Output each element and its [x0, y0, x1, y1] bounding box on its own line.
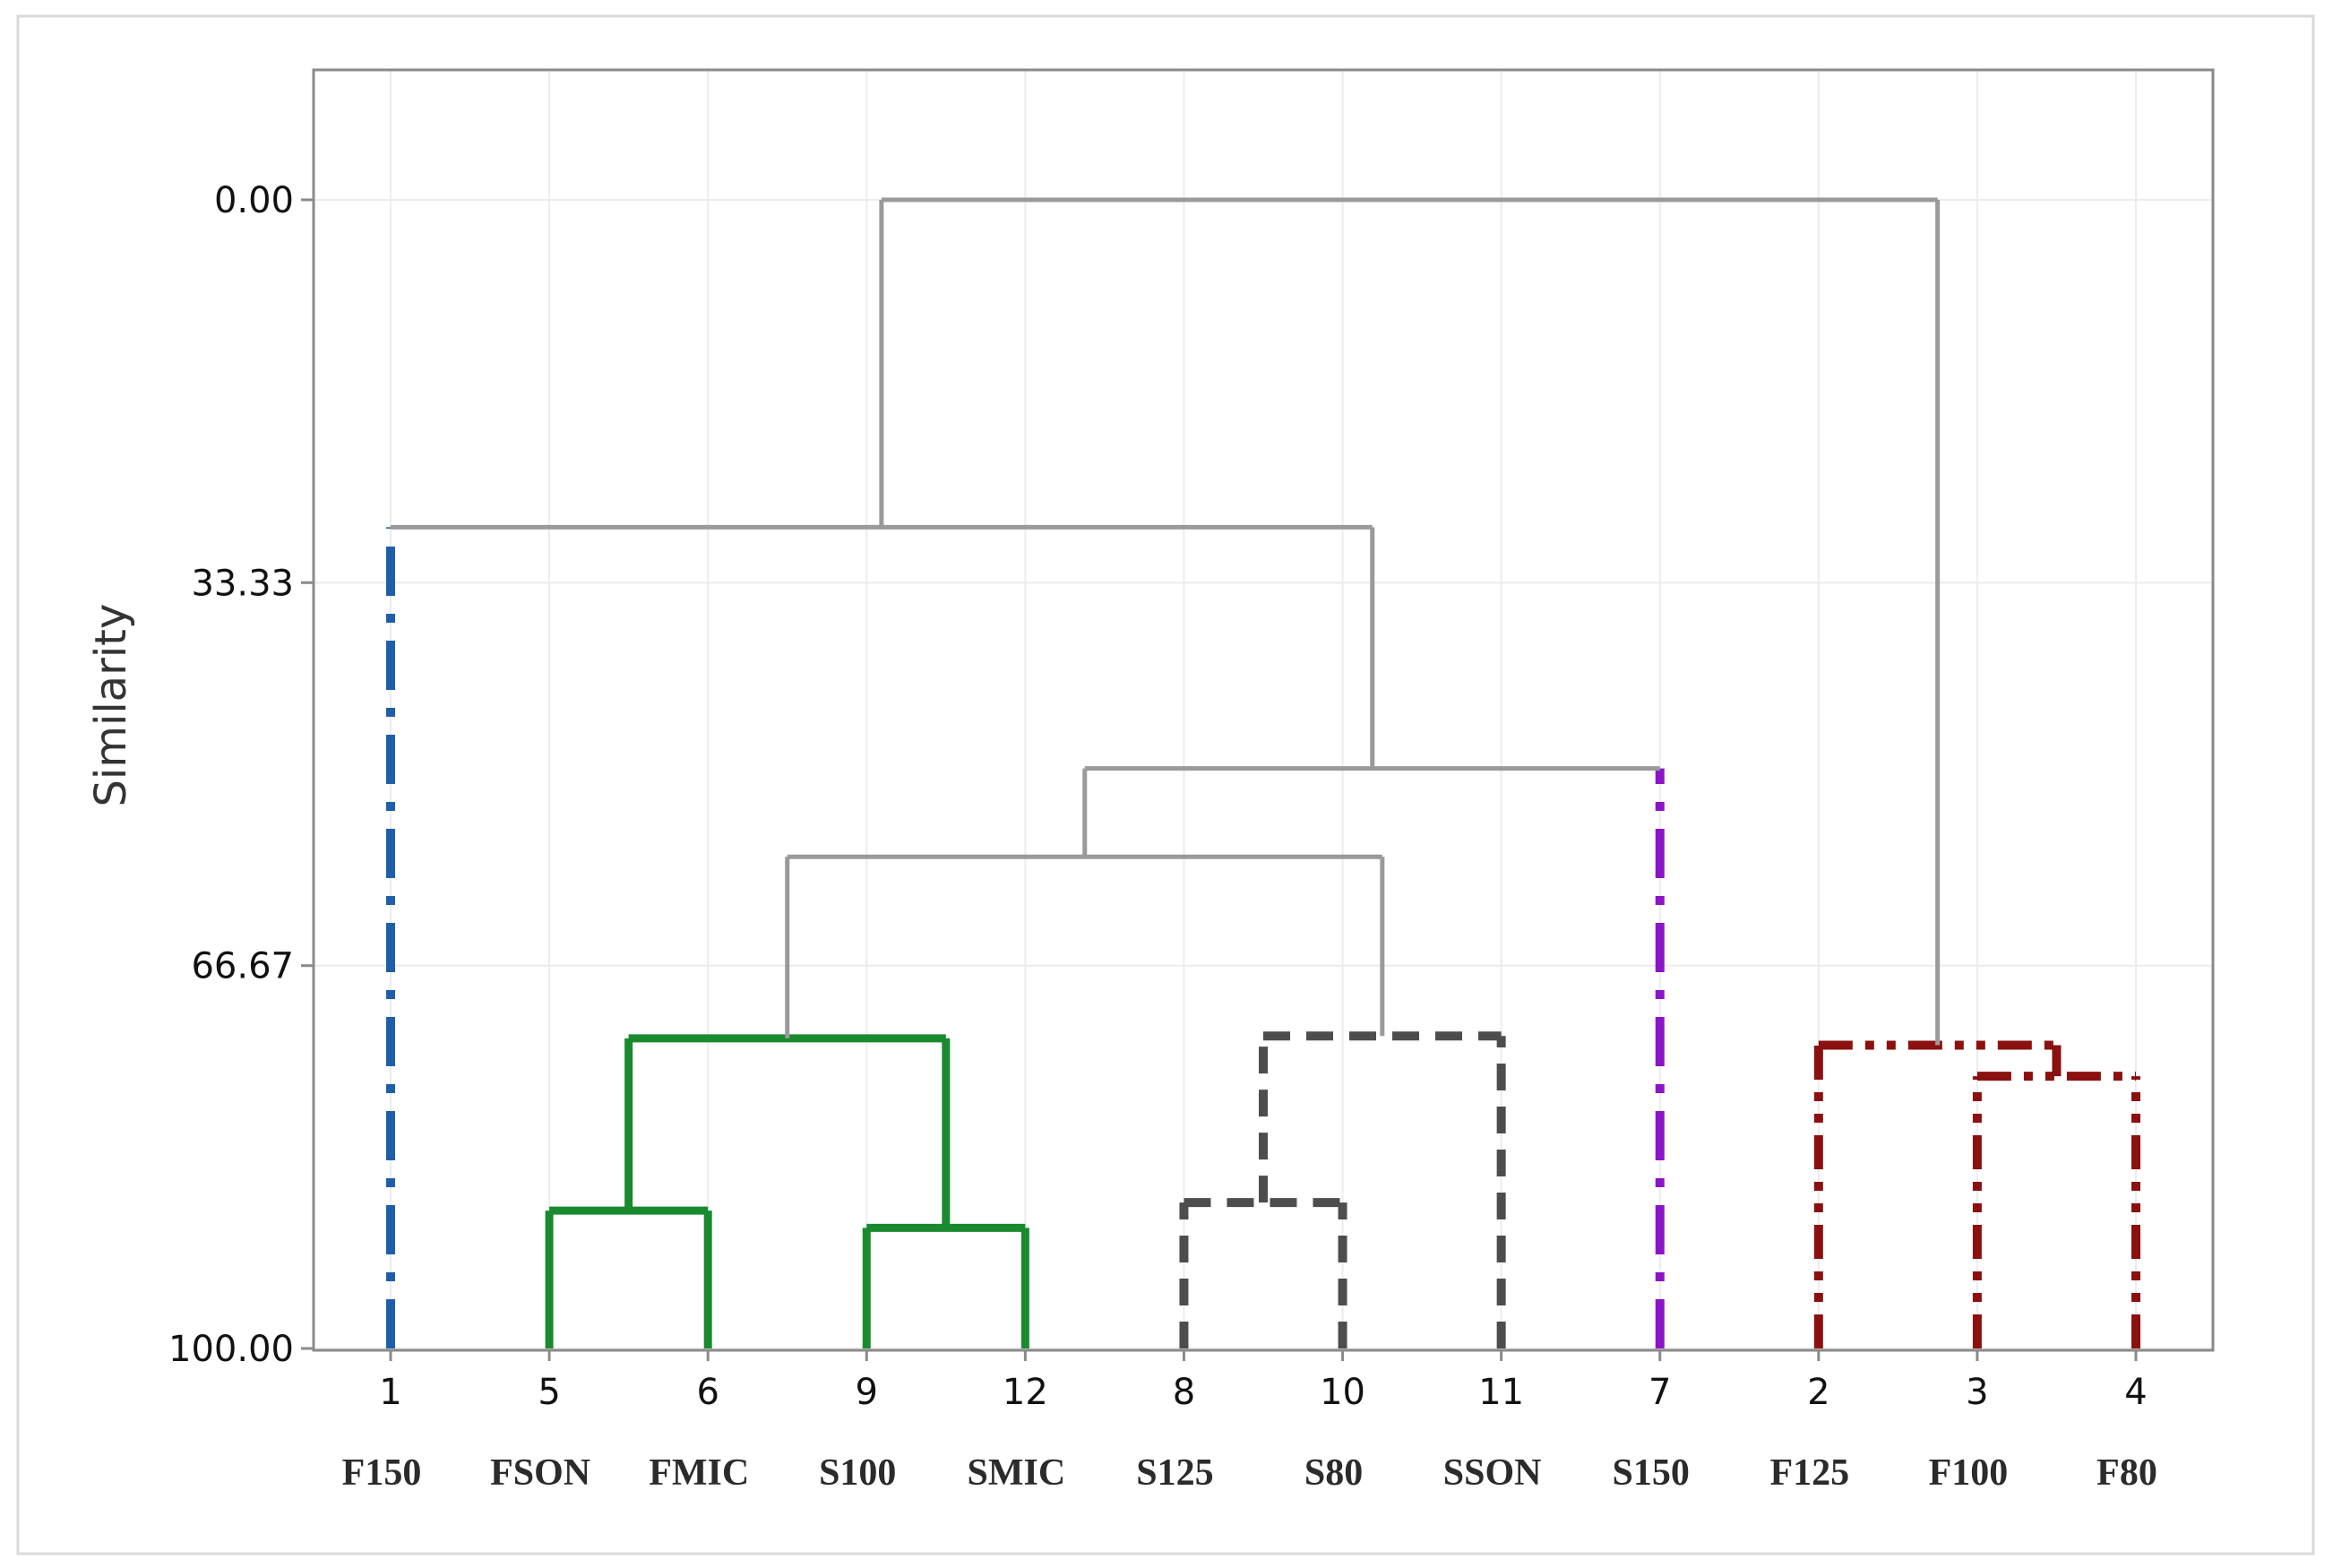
leaf-name-label: S100 — [819, 1452, 896, 1494]
leaf-name-label: F125 — [1769, 1452, 1849, 1494]
leaf-number-label: 11 — [1478, 1372, 1524, 1413]
leaf-number-label: 6 — [696, 1372, 719, 1413]
leaf-number-labels: 1 5 6 9 12 8 10 11 7 2 3 4 — [379, 1350, 2148, 1413]
plot-frame — [312, 68, 2215, 1352]
leaf-number-label: 2 — [1807, 1372, 1829, 1413]
leaf-number-label: 4 — [2124, 1372, 2147, 1413]
leaf-name-label: FMIC — [649, 1452, 749, 1494]
leaf-name-label: SSON — [1443, 1452, 1542, 1494]
y-axis: 0.00 33.33 66.67 100.00 — [168, 180, 314, 1370]
y-tick-label: 100.00 — [168, 1329, 294, 1370]
dendrogram-links — [386, 197, 2140, 1348]
leaf-number-label: 3 — [1966, 1372, 1988, 1413]
leaf-name-label: F80 — [2096, 1452, 2157, 1494]
leaf-name-label: S80 — [1304, 1452, 1363, 1494]
leaf-number-label: 9 — [856, 1372, 878, 1413]
figure-frame — [16, 14, 2315, 1555]
leaf-number-label: 10 — [1320, 1372, 1365, 1413]
leaf-number-label: 5 — [538, 1372, 560, 1413]
leaf-name-label: SMIC — [968, 1452, 1066, 1494]
leaf-name-labels: F150 FSON FMIC S100 SMIC S125 S80 SSON S150 F125 F… — [342, 1452, 2157, 1494]
leaf-number-label: 1 — [379, 1372, 401, 1413]
y-tick-label: 0.00 — [214, 180, 294, 221]
leaf-name-label: S125 — [1136, 1452, 1213, 1494]
leaf-name-label: S150 — [1613, 1452, 1690, 1494]
y-tick-label: 33.33 — [191, 563, 294, 604]
leaf-number-label: 7 — [1649, 1372, 1671, 1413]
leaf-name-label: FSON — [490, 1452, 590, 1494]
leaf-name-label: F100 — [1929, 1452, 2009, 1494]
leaf-name-label: F150 — [342, 1452, 422, 1494]
leaf-number-label: 12 — [1003, 1372, 1048, 1413]
leaf-number-label: 8 — [1173, 1372, 1195, 1413]
y-axis-title: Similarity — [86, 604, 136, 807]
y-tick-label: 66.67 — [191, 946, 294, 987]
